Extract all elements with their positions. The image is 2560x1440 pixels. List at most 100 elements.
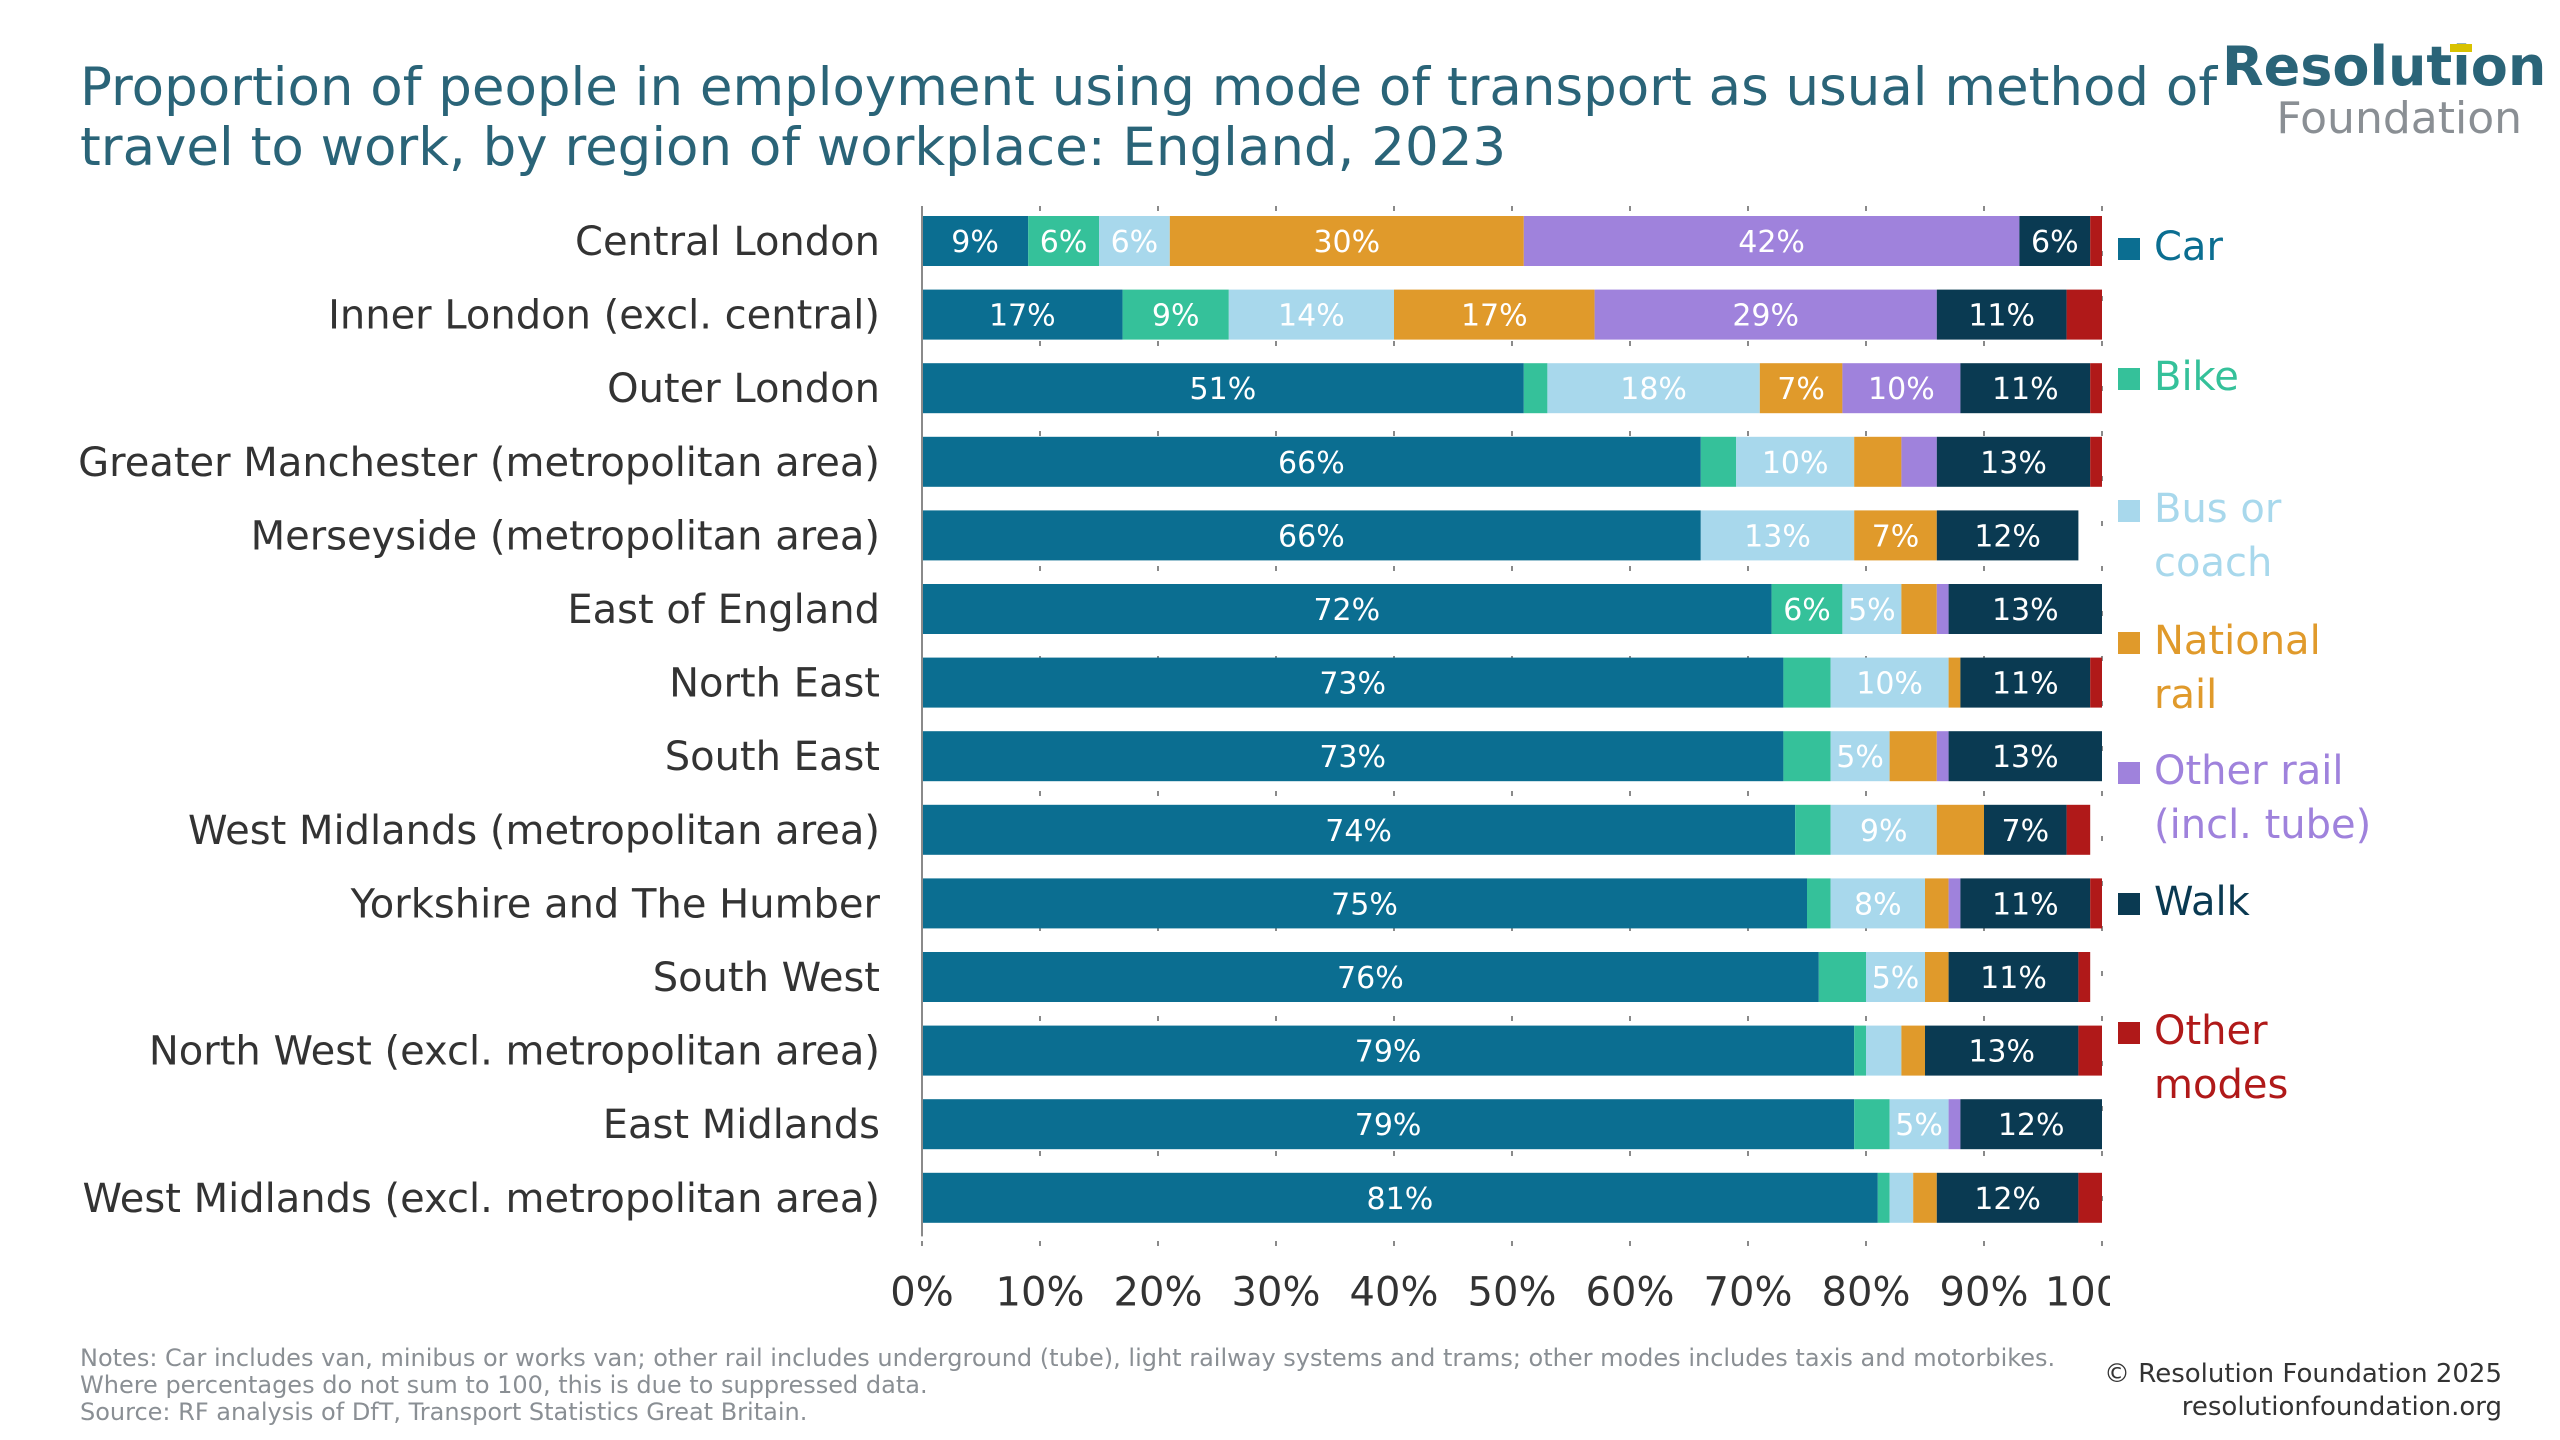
legend-swatch [2118, 500, 2140, 522]
data-label: 79% [1355, 1035, 1422, 1070]
bar-segment [922, 878, 1807, 929]
bar-segment [1936, 436, 2091, 487]
data-label: 5% [1872, 961, 1920, 996]
data-label: 8% [1854, 887, 1902, 922]
bar-segment [922, 289, 1123, 340]
category-label: North West (excl. metropolitan area) [149, 1029, 880, 1075]
legend-swatch [2118, 368, 2140, 390]
data-label: 7% [1872, 519, 1920, 554]
bar-segment [1854, 436, 1902, 487]
data-label: 29% [1732, 299, 1799, 334]
bar-segment [1169, 216, 1524, 266]
stacked-bar-chart: 0% 10% 20% 30% 40% 50% 60% 70% 80% 90% 100% Central… [78, 206, 2110, 1315]
data-label: 66% [1278, 519, 1345, 554]
data-label: 9% [1152, 299, 1200, 334]
bar-segment [2090, 363, 2102, 414]
bar-segment [922, 584, 1772, 634]
category-label: West Midlands (excl. metropolitan area) [83, 1176, 880, 1222]
bar-segment [1099, 216, 1170, 266]
bar-segment [1771, 584, 1843, 634]
bar-segment [1228, 289, 1394, 340]
logo-accent-mark [2450, 44, 2472, 52]
bar-segment [922, 1025, 1855, 1076]
bar-segment [1783, 657, 1831, 708]
legend-swatch [2118, 238, 2140, 260]
data-label: 12% [1974, 519, 2041, 554]
bar-segment [1925, 1025, 2079, 1076]
bar-segment [1830, 731, 1890, 782]
bar-segment [1759, 363, 1843, 414]
category-label: North East [669, 661, 880, 707]
legend-swatch [2118, 762, 2140, 784]
bar-segment [1948, 731, 2102, 782]
legend-item: Bus or coach [2118, 482, 2374, 590]
bar-segment [1700, 510, 1855, 561]
bar-segment [2090, 657, 2102, 708]
data-label: 75% [1331, 887, 1398, 922]
bar-segment [1948, 1099, 1961, 1150]
bar-segment [1830, 878, 1925, 929]
data-label: 74% [1325, 814, 1392, 849]
x-tick-label: 60% [1586, 1269, 1675, 1315]
copyright-text: © Resolution Foundation 2025 [2104, 1359, 2502, 1389]
legend-label: Other modes [2154, 1008, 2289, 1108]
bar-segment [1122, 289, 1229, 340]
chart-title: Proportion of people in employment using… [80, 57, 2217, 178]
bar-segment [922, 731, 1784, 782]
bar-segment [1948, 952, 2079, 1002]
x-tick-label: 70% [1704, 1269, 1793, 1315]
x-tick-label: 20% [1114, 1269, 1203, 1315]
x-tick-label: 50% [1468, 1269, 1557, 1315]
data-label: 73% [1319, 667, 1386, 702]
bar-segment [922, 804, 1796, 855]
bar-segment [1842, 584, 1902, 634]
category-label: West Midlands (metropolitan area) [188, 808, 880, 854]
bar-segment [1854, 510, 1937, 561]
bar-segment [1889, 1099, 1949, 1150]
data-label: 17% [989, 299, 1056, 334]
bar-segment [1830, 804, 1937, 855]
data-label: 6% [1783, 593, 1831, 628]
bar-segment [1854, 1099, 1890, 1150]
legend-item: Bike [2118, 350, 2374, 404]
data-label: 10% [1868, 372, 1935, 407]
x-tick-label: 0% [890, 1269, 953, 1315]
bar-segment [922, 657, 1784, 708]
logo-line-2: Foundation [2276, 93, 2522, 144]
data-label: 79% [1355, 1108, 1422, 1143]
category-label: East Midlands [603, 1102, 880, 1148]
bar-segment [1936, 584, 1949, 634]
category-label: East of England [567, 587, 880, 633]
legend-label: Car [2154, 224, 2223, 270]
legend-swatch [2118, 632, 2140, 654]
x-tick-label: 80% [1822, 1269, 1911, 1315]
data-label: 12% [1974, 1182, 2041, 1217]
data-label: 13% [1968, 1035, 2035, 1070]
bar-segment [1854, 1025, 1866, 1076]
bar-segment [922, 216, 1029, 266]
data-label: 6% [1040, 225, 1088, 260]
data-label: 30% [1313, 225, 1380, 260]
bar-segment [1901, 584, 1937, 634]
website-text: resolutionfoundation.org [2181, 1392, 2502, 1422]
data-label: 81% [1367, 1182, 1434, 1217]
bar-segment [2090, 216, 2102, 266]
data-label: 11% [1980, 961, 2047, 996]
x-tick-label: 100% [2045, 1269, 2110, 1315]
bar-segment [1936, 804, 1984, 855]
data-label: 9% [951, 225, 999, 260]
bar-segment [1901, 436, 1937, 487]
data-label: 5% [1836, 740, 1884, 775]
bar-segment [922, 1099, 1855, 1150]
bar-segment [2066, 804, 2091, 855]
data-label: 18% [1620, 372, 1687, 407]
category-label: Merseyside (metropolitan area) [251, 513, 880, 559]
bar-segment [1866, 1025, 1902, 1076]
data-label: 66% [1278, 446, 1345, 481]
source-text: Source: RF analysis of DfT, Transport St… [80, 1398, 808, 1426]
bar-segment [1948, 657, 1961, 708]
bar-segment [1523, 216, 2020, 266]
bar-segment [1925, 952, 1949, 1002]
bar-segment [1394, 289, 1595, 340]
bar-segment [1984, 804, 2067, 855]
